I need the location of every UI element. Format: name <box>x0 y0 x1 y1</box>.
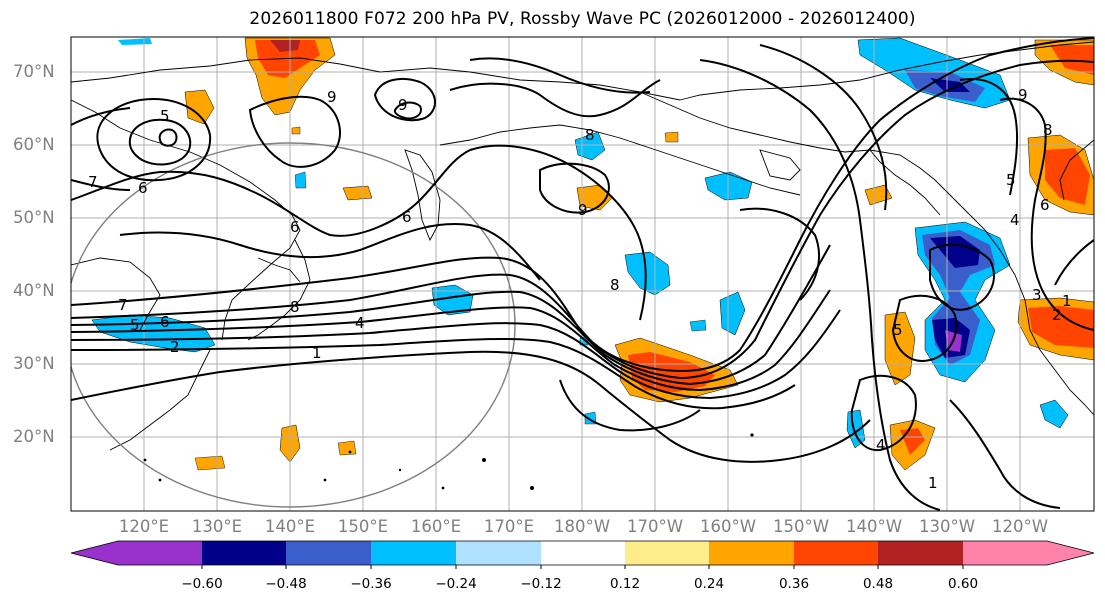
contour-label: 9 <box>1018 86 1028 104</box>
lon-label: 160°W <box>699 517 757 536</box>
lat-label: 40°N <box>13 281 55 300</box>
reference-circle <box>71 142 516 508</box>
contour-label: 5 <box>160 107 170 125</box>
colorbar-tick-label: −0.24 <box>435 576 477 592</box>
contour-label: 4 <box>876 436 886 454</box>
lat-label: 50°N <box>13 208 55 227</box>
lon-label: 120°E <box>118 517 170 536</box>
contour-label: 6 <box>160 313 170 331</box>
lat-label: 70°N <box>13 62 55 81</box>
lon-label: 120°W <box>991 517 1049 536</box>
contour-label: 9 <box>578 201 588 219</box>
contour-label: 2 <box>170 338 180 356</box>
contour-label: 6 <box>138 179 148 197</box>
lon-label: 150°E <box>337 517 389 536</box>
colorbar-segment <box>963 541 1047 565</box>
map-title: 2026011800 F072 200 hPa PV, Rossby Wave … <box>249 9 916 29</box>
lat-label: 20°N <box>13 427 55 446</box>
colorbar-segment <box>371 541 456 565</box>
lon-label: 140°W <box>845 517 903 536</box>
contour-label: 3 <box>1032 286 1042 304</box>
contour-label: 8 <box>1043 121 1053 139</box>
lon-label: 170°W <box>626 517 684 536</box>
lat-label: 30°N <box>13 354 55 373</box>
contour-label: 7 <box>88 173 98 191</box>
pv-contours <box>71 37 1094 511</box>
contour-label: 2 <box>1052 306 1062 324</box>
contour-label: 5 <box>1006 171 1016 189</box>
contour-label: 9 <box>327 88 337 106</box>
map-frame <box>70 36 1095 512</box>
colorbar-tick-label: 0.60 <box>947 576 979 592</box>
lon-label: 170°E <box>483 517 535 536</box>
colorbar <box>70 540 1095 569</box>
contour-labels: 5 6 7 6 9 9 6 8 9 9 8 8 6 4 5 4 1 2 5 6 … <box>88 86 1072 492</box>
lon-label: 160°E <box>410 517 462 536</box>
colorbar-tick-label: 0.12 <box>609 576 641 592</box>
colorbar-segment <box>709 541 794 565</box>
contour-label: 6 <box>1040 196 1050 214</box>
colorbar-tick-label: 0.48 <box>862 576 894 592</box>
contour-label: 1 <box>312 344 322 362</box>
colorbar-segment <box>286 541 371 565</box>
contour-label: 8 <box>610 276 620 294</box>
contour-label: 5 <box>130 316 140 334</box>
colorbar-segment <box>456 541 541 565</box>
colorbar-segment <box>541 541 625 565</box>
colorbar-segment <box>878 541 963 565</box>
colorbar-segment <box>794 541 878 565</box>
colorbar-tick-label: −0.60 <box>181 576 223 592</box>
contour-label: 4 <box>1010 211 1020 229</box>
contour-label: 8 <box>585 126 595 144</box>
colorbar-tick-label: −0.48 <box>265 576 307 592</box>
colorbar-segment <box>118 541 202 565</box>
colorbar-segment <box>625 541 709 565</box>
colorbar-extend-max <box>1047 541 1094 565</box>
contour-label: 8 <box>290 298 300 316</box>
lat-label: 60°N <box>13 135 55 154</box>
contour-label: 6 <box>290 218 300 236</box>
contour-label: 4 <box>355 314 365 332</box>
contour-label: 5 <box>893 321 903 339</box>
contour-label: 1 <box>1062 292 1072 310</box>
contour-label: 6 <box>402 208 412 226</box>
colorbar-segment <box>202 541 286 565</box>
colorbar-tick-label: −0.36 <box>350 576 392 592</box>
island-markers <box>143 433 754 490</box>
contour-label: 7 <box>118 296 128 314</box>
lon-label: 180°W <box>553 517 611 536</box>
contour-label: 1 <box>928 474 938 492</box>
lon-label: 130°W <box>918 517 976 536</box>
colorbar-extend-min <box>71 541 118 565</box>
lon-label: 140°E <box>264 517 316 536</box>
lon-label: 130°E <box>191 517 243 536</box>
contour-label: 9 <box>398 96 408 114</box>
colorbar-tick-label: 0.36 <box>778 576 810 592</box>
colorbar-tick-label: 0.24 <box>693 576 725 592</box>
lon-label: 150°W <box>772 517 830 536</box>
colorbar-tick-label: −0.12 <box>520 576 562 592</box>
